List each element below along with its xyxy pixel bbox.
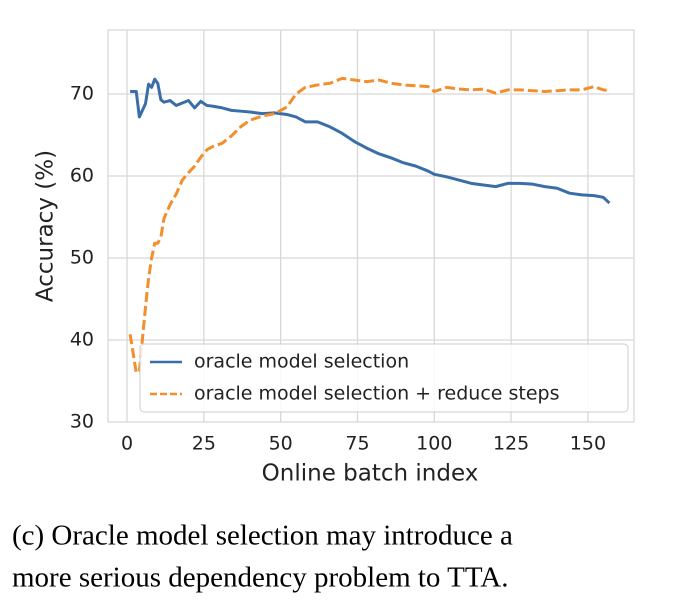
y-tick-label: 50 xyxy=(70,246,94,268)
line-series xyxy=(128,76,610,375)
line-series xyxy=(130,77,611,205)
legend-label: oracle model selection xyxy=(194,351,409,373)
y-tick-label: 30 xyxy=(70,411,94,433)
legend-box xyxy=(139,343,629,413)
y-tick-label: 40 xyxy=(70,328,94,350)
y-axis-label: Accuracy (%) xyxy=(33,150,59,302)
x-tick-label: 0 xyxy=(121,433,133,455)
caption-line: (c) Oracle model selection may introduce… xyxy=(12,520,513,552)
x-tick-label: 25 xyxy=(192,433,216,455)
x-tick-label: 150 xyxy=(570,433,606,455)
caption-line: more serious dependency problem to TTA. xyxy=(12,562,508,594)
y-tick-label: 60 xyxy=(70,164,94,186)
x-tick-label: 50 xyxy=(269,433,293,455)
x-tick-label: 100 xyxy=(416,433,452,455)
x-tick-label: 125 xyxy=(493,433,529,455)
y-tick-label: 70 xyxy=(70,82,94,104)
x-tick-label: 75 xyxy=(345,433,369,455)
legend-label: oracle model selection + reduce steps xyxy=(194,383,560,405)
x-axis-label: Online batch index xyxy=(262,461,479,487)
